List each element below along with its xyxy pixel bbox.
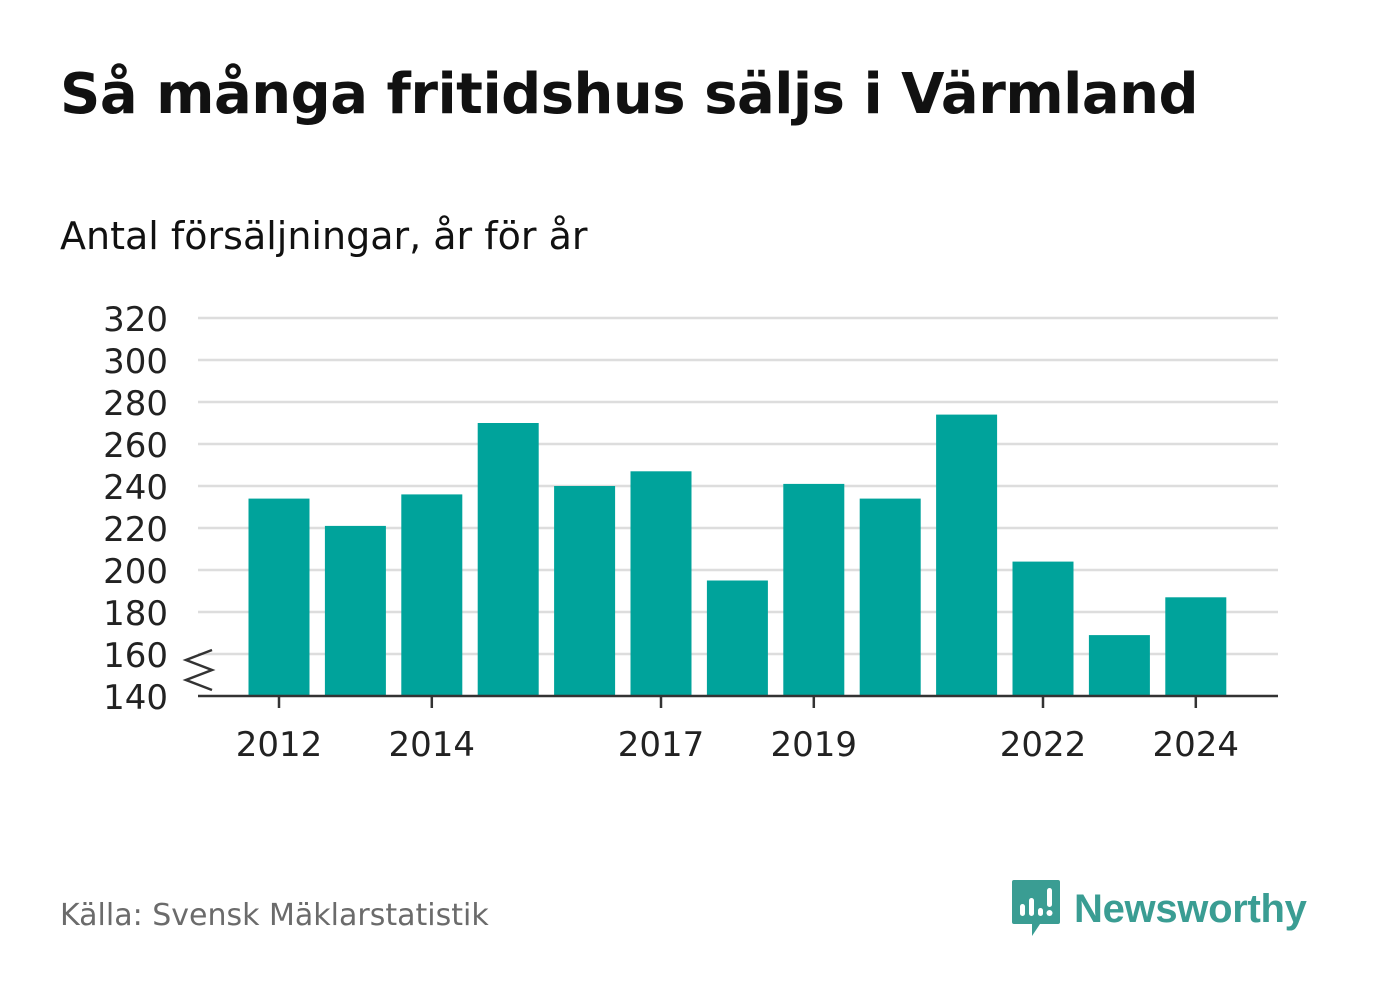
y-tick-label: 220: [103, 510, 168, 550]
y-tick-label: 160: [103, 636, 168, 676]
x-tick-label: 2022: [1000, 725, 1087, 765]
y-tick-label: 200: [103, 552, 168, 592]
bar: [1165, 597, 1227, 696]
chart-subtitle: Antal försäljningar, år för år: [60, 214, 588, 258]
bar: [1088, 635, 1150, 696]
brand-name: Newsworthy: [1074, 886, 1307, 931]
y-tick-label: 300: [103, 342, 168, 382]
bar: [1012, 561, 1074, 696]
brand-logo: Newsworthy: [1010, 878, 1307, 940]
bar: [477, 423, 539, 696]
bar: [706, 580, 768, 696]
y-tick-label: 320: [103, 300, 168, 340]
source-note: Källa: Svensk Mäklarstatistik: [60, 898, 489, 933]
x-tick-label: 2019: [771, 725, 858, 765]
bar: [783, 483, 845, 696]
y-tick-label: 280: [103, 384, 168, 424]
bar: [324, 525, 386, 696]
y-tick-label: 240: [103, 468, 168, 508]
x-tick-label: 2014: [389, 725, 476, 765]
x-tick-label: 2017: [618, 725, 705, 765]
axis-break-icon: [182, 648, 216, 692]
bar: [554, 486, 616, 696]
y-tick-label: 180: [103, 594, 168, 634]
chart-title: Så många fritidshus säljs i Värmland: [60, 62, 1199, 127]
x-tick-label: 2024: [1153, 725, 1240, 765]
bar: [248, 498, 310, 696]
bar: [859, 498, 921, 696]
bar: [401, 494, 463, 696]
newsworthy-logo-icon: [1012, 880, 1060, 936]
x-tick-label: 2012: [236, 725, 323, 765]
bar: [936, 414, 998, 696]
y-tick-label: 260: [103, 426, 168, 466]
bar: [630, 471, 692, 696]
y-tick-label: 140: [103, 678, 168, 718]
